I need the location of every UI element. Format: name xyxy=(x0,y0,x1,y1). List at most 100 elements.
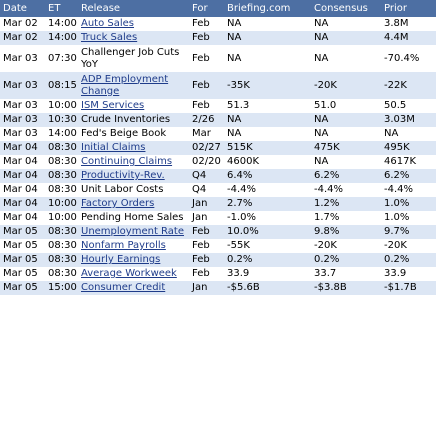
prior-cell: 1.0% xyxy=(381,197,436,211)
prior-cell: -22K xyxy=(381,72,436,99)
release-link[interactable]: Initial Claims xyxy=(81,142,146,153)
table-row: Mar 04 08:30 Unit Labor Costs Q4 -4.4% -4.4% -… xyxy=(0,183,436,197)
release-cell[interactable]: Factory Orders xyxy=(78,197,189,211)
table-row: Mar 02 14:00 Auto Sales Feb NA NA 3.8M xyxy=(0,17,436,31)
release-link[interactable]: ISM Services xyxy=(81,100,145,111)
period-cell: Feb xyxy=(189,253,224,267)
release-link[interactable]: Unemployment Rate xyxy=(81,226,184,237)
consensus-cell: 475K xyxy=(311,141,381,155)
table-row: Mar 05 15:00 Consumer Credit Jan -$5.6B -$3.8… xyxy=(0,281,436,295)
release-cell[interactable]: ISM Services xyxy=(78,99,189,113)
briefing-estimate-cell: -1.0% xyxy=(224,211,311,225)
table-row: Mar 04 08:30 Continuing Claims 02/20 4600K NA… xyxy=(0,155,436,169)
date-cell: Mar 02 xyxy=(0,31,45,45)
table-row: Mar 03 07:30 Challenger Job Cuts YoY Feb NA N… xyxy=(0,45,436,72)
time-cell: 14:00 xyxy=(45,127,78,141)
release-label: Fed's Beige Book xyxy=(81,128,167,139)
period-cell: Feb xyxy=(189,225,224,239)
date-cell: Mar 04 xyxy=(0,211,45,225)
release-label: Unit Labor Costs xyxy=(81,184,164,195)
prior-cell: -4.4% xyxy=(381,183,436,197)
table-row: Mar 05 08:30 Average Workweek Feb 33.9 33.7 33… xyxy=(0,267,436,281)
period-cell: Mar xyxy=(189,127,224,141)
briefing-estimate-cell: -35K xyxy=(224,72,311,99)
date-cell: Mar 05 xyxy=(0,225,45,239)
period-cell: Feb xyxy=(189,267,224,281)
release-cell[interactable]: Hourly Earnings xyxy=(78,253,189,267)
release-cell[interactable]: Continuing Claims xyxy=(78,155,189,169)
release-link[interactable]: Truck Sales xyxy=(81,32,138,43)
date-cell: Mar 04 xyxy=(0,155,45,169)
briefing-estimate-cell: NA xyxy=(224,17,311,31)
column-header-consensus: Consensus xyxy=(311,0,381,17)
date-cell: Mar 05 xyxy=(0,267,45,281)
release-link[interactable]: Productivity-Rev. xyxy=(81,170,165,181)
release-cell[interactable]: Consumer Credit xyxy=(78,281,189,295)
release-cell[interactable]: Auto Sales xyxy=(78,17,189,31)
prior-cell: NA xyxy=(381,127,436,141)
period-cell: Feb xyxy=(189,72,224,99)
release-cell[interactable]: Average Workweek xyxy=(78,267,189,281)
table-row: Mar 02 14:00 Truck Sales Feb NA NA 4.4M xyxy=(0,31,436,45)
time-cell: 10:30 xyxy=(45,113,78,127)
prior-cell: 3.8M xyxy=(381,17,436,31)
briefing-estimate-cell: -55K xyxy=(224,239,311,253)
prior-cell: -70.4% xyxy=(381,45,436,72)
table-row: Mar 04 08:30 Initial Claims 02/27 515K 475K 49… xyxy=(0,141,436,155)
release-link[interactable]: ADP Employment Change xyxy=(81,73,169,97)
column-header-et: ET xyxy=(45,0,78,17)
briefing-estimate-cell: -4.4% xyxy=(224,183,311,197)
time-cell: 08:30 xyxy=(45,267,78,281)
consensus-cell: 51.0 xyxy=(311,99,381,113)
consensus-cell: 1.2% xyxy=(311,197,381,211)
release-link[interactable]: Hourly Earnings xyxy=(81,254,161,265)
time-cell: 07:30 xyxy=(45,45,78,72)
consensus-cell: -20K xyxy=(311,239,381,253)
column-header-prior: Prior xyxy=(381,0,436,17)
prior-cell: 3.03M xyxy=(381,113,436,127)
period-cell: Jan xyxy=(189,281,224,295)
column-header-release: Release xyxy=(78,0,189,17)
date-cell: Mar 05 xyxy=(0,281,45,295)
release-cell[interactable]: Truck Sales xyxy=(78,31,189,45)
prior-cell: 50.5 xyxy=(381,99,436,113)
column-header-for: For xyxy=(189,0,224,17)
table-row: Mar 03 10:30 Crude Inventories 2/26 NA NA 3.03… xyxy=(0,113,436,127)
release-link[interactable]: Factory Orders xyxy=(81,198,155,209)
release-cell[interactable]: Nonfarm Payrolls xyxy=(78,239,189,253)
table-row: Mar 04 10:00 Pending Home Sales Jan -1.0% 1.7… xyxy=(0,211,436,225)
release-link[interactable]: Continuing Claims xyxy=(81,156,173,167)
date-cell: Mar 02 xyxy=(0,17,45,31)
release-label: Crude Inventories xyxy=(81,114,171,125)
date-cell: Mar 04 xyxy=(0,183,45,197)
column-header-date: Date xyxy=(0,0,45,17)
time-cell: 10:00 xyxy=(45,197,78,211)
time-cell: 08:30 xyxy=(45,183,78,197)
period-cell: Feb xyxy=(189,17,224,31)
period-cell: Q4 xyxy=(189,183,224,197)
briefing-estimate-cell: NA xyxy=(224,113,311,127)
consensus-cell: 6.2% xyxy=(311,169,381,183)
date-cell: Mar 04 xyxy=(0,169,45,183)
briefing-estimate-cell: NA xyxy=(224,45,311,72)
prior-cell: 495K xyxy=(381,141,436,155)
date-cell: Mar 03 xyxy=(0,45,45,72)
briefing-estimate-cell: NA xyxy=(224,127,311,141)
period-cell: Jan xyxy=(189,211,224,225)
table-row: Mar 03 08:15 ADP Employment Change Feb -35K -… xyxy=(0,72,436,99)
prior-cell: -20K xyxy=(381,239,436,253)
release-link[interactable]: Nonfarm Payrolls xyxy=(81,240,166,251)
consensus-cell: 33.7 xyxy=(311,267,381,281)
briefing-estimate-cell: 6.4% xyxy=(224,169,311,183)
time-cell: 08:30 xyxy=(45,239,78,253)
release-cell[interactable]: Initial Claims xyxy=(78,141,189,155)
date-cell: Mar 03 xyxy=(0,72,45,99)
release-cell[interactable]: Unemployment Rate xyxy=(78,225,189,239)
release-link[interactable]: Auto Sales xyxy=(81,18,135,29)
period-cell: Feb xyxy=(189,45,224,72)
release-cell[interactable]: Productivity-Rev. xyxy=(78,169,189,183)
briefing-estimate-cell: 10.0% xyxy=(224,225,311,239)
release-cell[interactable]: ADP Employment Change xyxy=(78,72,189,99)
release-link[interactable]: Consumer Credit xyxy=(81,282,166,293)
release-link[interactable]: Average Workweek xyxy=(81,268,177,279)
